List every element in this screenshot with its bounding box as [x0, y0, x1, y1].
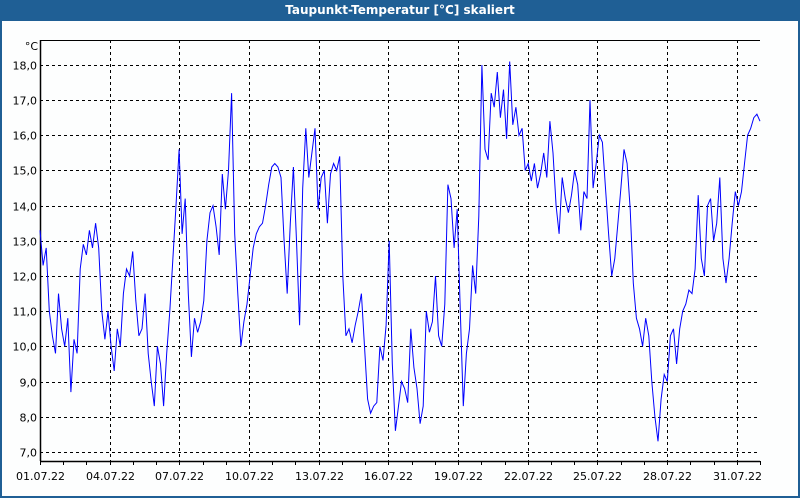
y-tick-label: 8,0 — [20, 412, 38, 425]
y-tick-label: 16,0 — [13, 130, 38, 143]
y-tick-label: 10,0 — [13, 341, 38, 354]
y-tick-label: 9,0 — [20, 377, 38, 390]
x-tick-label: 22.07.22 — [504, 470, 553, 483]
y-axis-unit-label: °C — [25, 40, 39, 53]
y-tick-label: 18,0 — [13, 60, 38, 73]
y-tick-label: 14,0 — [13, 201, 38, 214]
x-tick-label: 31.07.22 — [713, 470, 762, 483]
x-tick-label: 01.07.22 — [16, 470, 65, 483]
y-tick-label: 12,0 — [13, 271, 38, 284]
x-tick-label: 25.07.22 — [573, 470, 622, 483]
x-tick-label: 16.07.22 — [364, 470, 413, 483]
y-tick-label: 15,0 — [13, 165, 38, 178]
series-line-taupunkt — [39, 61, 761, 442]
x-tick-label: 19.07.22 — [434, 470, 483, 483]
x-tick-label: 10.07.22 — [225, 470, 274, 483]
y-tick-label: 17,0 — [13, 95, 38, 108]
x-tick-label: 07.07.22 — [155, 470, 204, 483]
x-tick-label: 04.07.22 — [86, 470, 135, 483]
x-tick-label: 28.07.22 — [643, 470, 692, 483]
x-tick-label: 13.07.22 — [295, 470, 344, 483]
y-tick-label: 13,0 — [13, 236, 38, 249]
y-tick-label: 7,0 — [20, 447, 38, 460]
y-tick-label: 11,0 — [13, 306, 38, 319]
window-title: Taupunkt-Temperatur [°C] skaliert — [0, 0, 800, 21]
